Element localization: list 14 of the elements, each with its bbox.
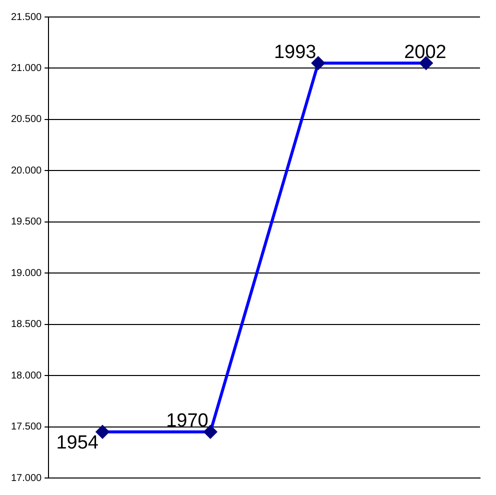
annotation: 1970: [166, 410, 208, 432]
y-tick-label: 18.000: [10, 370, 42, 382]
y-tick-label: 20.500: [10, 114, 42, 126]
y-tick-label: 20.000: [10, 165, 42, 176]
annotation: 2002: [404, 42, 446, 63]
annotation: 1993: [274, 42, 316, 63]
y-tick-label: 17.000: [10, 472, 42, 484]
y-tick-label: 17.500: [10, 422, 42, 433]
y-tick-label: 19.500: [10, 216, 42, 228]
annotation: 1954: [56, 432, 99, 454]
y-tick-label: 21.500: [10, 12, 42, 23]
y-tick-label: 18.500: [10, 319, 42, 330]
y-tick-label: 19.000: [10, 268, 42, 279]
y-tick-label: 21.000: [10, 62, 42, 74]
